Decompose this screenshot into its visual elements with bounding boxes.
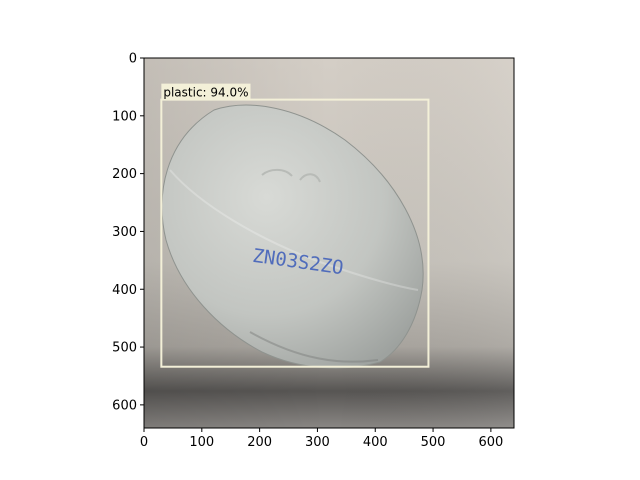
bottle-cap: ZN03S2ZO	[161, 104, 424, 369]
x-tick-label: 500	[421, 435, 446, 450]
x-tick-label: 600	[478, 435, 503, 450]
y-axis-ticks: 0 100 200 300 400 500 600	[112, 52, 144, 413]
y-tick-label: 0	[129, 52, 137, 67]
y-tick-label: 100	[112, 109, 137, 124]
plot-frame	[143, 57, 515, 429]
x-tick-label: 200	[247, 435, 272, 450]
x-tick-label: 0	[140, 435, 148, 450]
y-tick-label: 400	[112, 283, 137, 298]
y-tick-label: 200	[112, 167, 137, 182]
x-tick-label: 300	[305, 435, 330, 450]
detection-label: plastic: 94.0%	[163, 86, 248, 100]
x-tick-label: 400	[363, 435, 388, 450]
detection-label-background	[161, 83, 251, 100]
y-tick-label: 300	[112, 225, 137, 240]
x-axis-ticks: 0 100 200 300 400 500 600	[140, 428, 503, 450]
y-tick-label: 500	[112, 341, 137, 356]
y-tick-label: 600	[112, 398, 137, 413]
detection: plastic: 94.0%	[160, 83, 430, 368]
detection-box	[160, 98, 430, 368]
photo: ZN03S2ZO	[144, 58, 514, 428]
x-tick-label: 100	[189, 435, 214, 450]
